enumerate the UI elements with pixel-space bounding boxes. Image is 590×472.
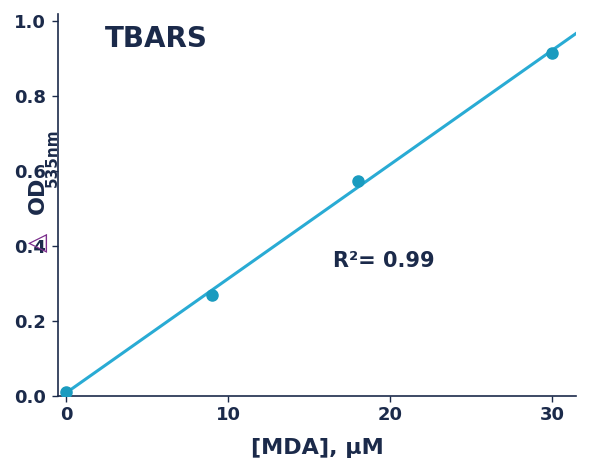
Point [353, 177, 362, 184]
Text: R²= 0.99: R²= 0.99 [333, 251, 435, 270]
X-axis label: [MDA], μM: [MDA], μM [251, 438, 384, 458]
Text: 535nm: 535nm [45, 128, 60, 187]
Point [547, 50, 556, 57]
Text: OD: OD [28, 177, 48, 214]
Text: △: △ [26, 233, 50, 252]
Point [62, 388, 71, 396]
Text: TBARS: TBARS [105, 25, 208, 53]
Point [207, 291, 217, 298]
